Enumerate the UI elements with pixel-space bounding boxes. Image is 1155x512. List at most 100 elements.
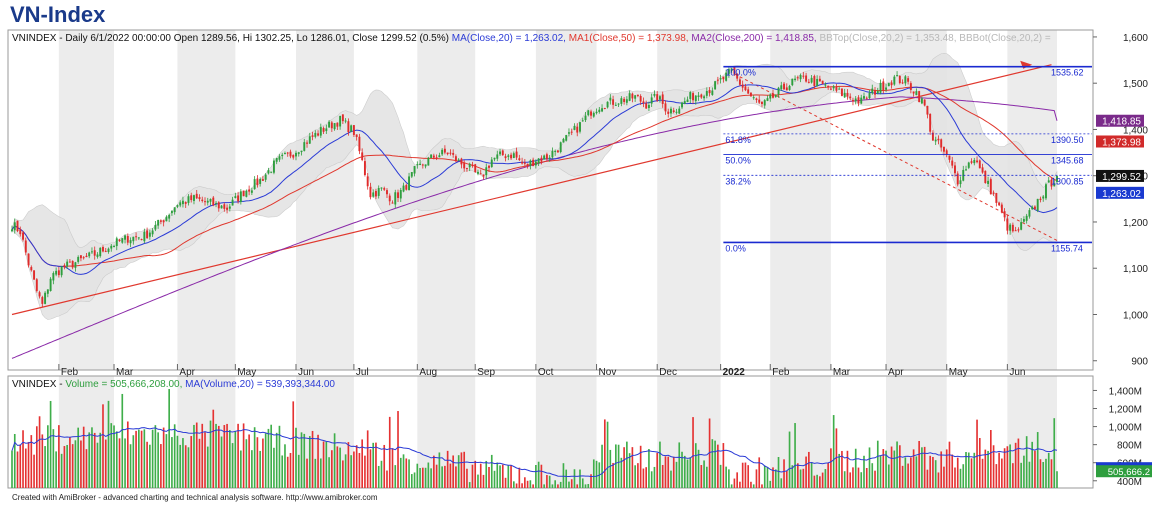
- volume-bar: [433, 455, 435, 488]
- volume-bar: [13, 433, 16, 488]
- volume-bar: [758, 457, 761, 488]
- candle-body: [658, 96, 661, 100]
- price-tick-label: 900: [1131, 357, 1148, 368]
- volume-bar: [603, 419, 606, 488]
- candle-body: [102, 246, 104, 252]
- volume-bar: [328, 457, 330, 488]
- volume-bar: [102, 404, 104, 488]
- volume-bar: [1031, 441, 1034, 488]
- volume-bar: [187, 447, 190, 488]
- candle-body: [350, 125, 353, 132]
- volume-bar: [482, 474, 485, 488]
- candle-body: [115, 238, 118, 247]
- volume-bar: [319, 458, 322, 488]
- candle-body: [714, 81, 717, 90]
- candle-body: [1042, 196, 1045, 199]
- candle-body: [333, 123, 336, 130]
- volume-bar: [364, 455, 366, 488]
- month-label: Jul: [356, 367, 369, 378]
- candle-body: [948, 155, 951, 160]
- volume-bar: [264, 433, 267, 488]
- volume-bar: [816, 474, 818, 488]
- volume-bar: [391, 448, 394, 488]
- volume-bar: [890, 446, 893, 488]
- candle-body: [402, 185, 405, 192]
- candle-body: [110, 245, 113, 249]
- volume-bar: [943, 466, 945, 488]
- volume-bar: [80, 440, 82, 488]
- volume-bar: [827, 462, 829, 488]
- volume-bar: [739, 481, 741, 488]
- candle-body: [940, 139, 943, 148]
- volume-bar: [835, 428, 838, 488]
- volume-bar: [256, 437, 259, 488]
- volume-bar: [110, 423, 113, 488]
- volume-bars: [11, 388, 1058, 488]
- volume-bar: [529, 480, 532, 488]
- volume-bar: [617, 444, 620, 488]
- volume-bar: [1017, 438, 1020, 488]
- candle-body: [984, 170, 987, 183]
- volume-bar: [331, 450, 333, 488]
- month-shade: [770, 376, 831, 488]
- volume-bar: [190, 436, 193, 488]
- candle-body: [460, 158, 463, 165]
- volume-bar: [44, 446, 46, 488]
- volume-bar: [1023, 455, 1025, 488]
- candle-body: [788, 85, 791, 90]
- candle-body: [548, 157, 551, 159]
- volume-bar: [248, 434, 250, 488]
- volume-bar: [52, 429, 55, 488]
- volume-bar: [546, 474, 548, 488]
- candle-body: [261, 179, 264, 181]
- volume-bar: [893, 450, 896, 488]
- month-label: Feb: [772, 367, 790, 378]
- candle-body: [606, 101, 609, 108]
- candle-body: [887, 83, 890, 87]
- candle-body: [614, 104, 617, 106]
- volume-bar: [703, 460, 705, 488]
- volume-bar: [115, 431, 118, 488]
- volume-bar: [240, 450, 242, 488]
- month-shade: [58, 30, 115, 370]
- volume-bar: [1050, 459, 1053, 488]
- volume-bar: [667, 456, 670, 488]
- candle-body: [38, 292, 41, 297]
- candle-body: [813, 76, 816, 87]
- candle-body: [909, 83, 912, 90]
- volume-bar: [769, 480, 772, 488]
- candle-body: [419, 163, 422, 165]
- volume-bar: [535, 465, 537, 488]
- price-tick-label: 1,400: [1123, 125, 1148, 136]
- volume-bar: [794, 423, 796, 488]
- volume-bar: [896, 441, 898, 488]
- volume-bar: [725, 466, 727, 488]
- month-label: Sep: [477, 367, 495, 378]
- ma20-line: [11, 82, 1058, 275]
- volume-bar: [369, 449, 372, 488]
- volume-bar: [1036, 432, 1039, 488]
- price-tick-label: 1,100: [1123, 264, 1148, 275]
- candle-body: [603, 107, 606, 109]
- month-label: Aug: [419, 367, 437, 378]
- candle-body: [60, 266, 63, 276]
- volume-bar: [485, 460, 488, 488]
- candle-body: [184, 201, 187, 204]
- volume-bar: [336, 446, 339, 488]
- candle-body: [201, 199, 204, 201]
- candle-body: [66, 261, 69, 267]
- candle-body: [311, 135, 314, 137]
- candle-body: [330, 122, 333, 129]
- candle-body: [468, 163, 471, 168]
- volume-bar: [154, 425, 157, 488]
- candle-body: [901, 82, 904, 84]
- volume-bar: [165, 434, 168, 488]
- candle-body: [700, 94, 703, 98]
- volume-bar: [678, 442, 681, 488]
- volume-bar: [104, 439, 107, 488]
- candle-body: [885, 87, 888, 90]
- candle-body: [956, 173, 959, 185]
- volume-bar: [350, 455, 352, 488]
- volume-bar: [33, 454, 35, 488]
- candle-body: [157, 219, 160, 226]
